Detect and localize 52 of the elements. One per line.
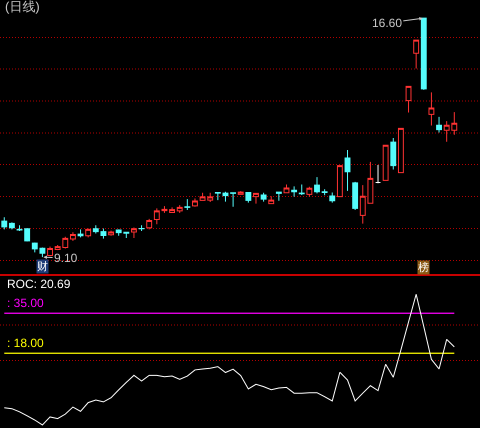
candlestick [352,181,358,210]
candlestick [131,226,137,238]
candlestick [238,190,244,195]
candlestick [413,40,420,69]
candlestick [344,150,350,192]
candlestick [306,186,312,198]
candlestick [253,192,259,204]
candlestick [70,232,76,242]
candlestick [291,186,298,198]
annotation: 16.60 [372,16,402,30]
candlestick [360,184,366,224]
candlestick [8,222,15,230]
candlestick [382,144,389,181]
candlestick [284,184,290,194]
candlestick [260,192,267,202]
candlestick [406,86,412,113]
candlestick [276,192,282,202]
text: ROC: 20.69 [7,277,71,291]
candlestick [176,204,183,214]
candlestick [32,242,38,253]
candlestick [367,161,374,204]
candlestick [436,116,442,134]
candlestick [39,247,46,258]
candlestick [62,236,68,250]
candlestick [146,218,152,230]
ref-line-label: : 35.00 [7,296,44,310]
candlestick [451,112,458,136]
candlestick [329,192,336,204]
annotation: 榜 [418,261,429,274]
candlestick [108,230,114,236]
candlestick [375,164,381,184]
annotation: 财 [37,260,48,273]
candlestick [298,184,305,196]
candlestick [100,228,106,240]
candlestick [78,228,84,238]
candlestick [85,228,92,238]
candlestick [420,18,427,90]
candlestick [398,128,404,174]
chart-title: (日线) [5,0,40,14]
ref-line-label: : 18.00 [7,336,44,350]
candlestick [116,228,122,236]
candlestick [138,224,145,232]
candlestick [336,165,343,198]
candlestick [390,137,396,170]
candlestick [444,120,450,142]
annotation: 9.10 [54,251,78,265]
candlestick [268,196,274,204]
candlestick [245,192,252,204]
candlestick [184,198,190,210]
candlestick [1,216,8,230]
candlestick [428,92,434,126]
candlestick [207,192,214,202]
